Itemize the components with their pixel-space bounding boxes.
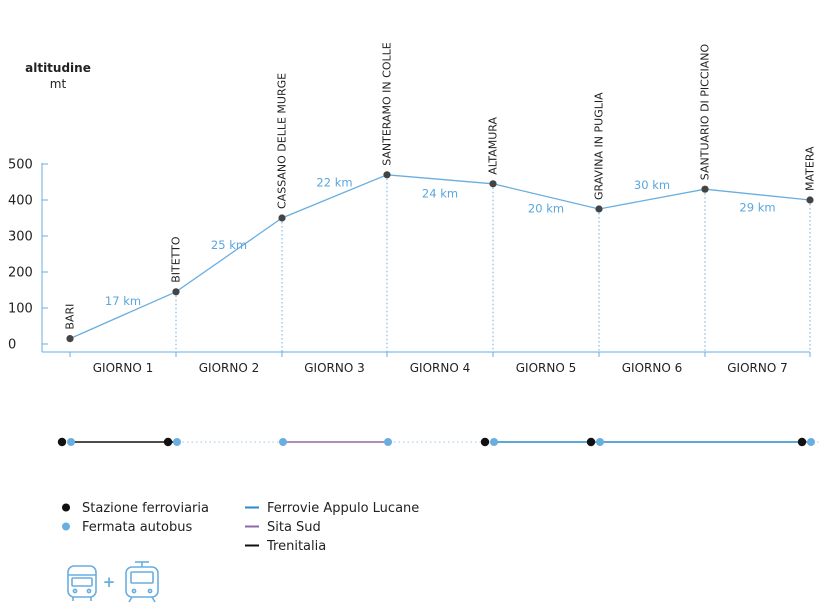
transport-icons: +	[67, 561, 159, 603]
bus-stop-dot	[279, 438, 287, 446]
y-tick-label: 100	[8, 302, 33, 317]
train-icon	[125, 561, 159, 603]
town-label: CASSANO DELLE MURGE	[276, 73, 289, 209]
bus-stop-dot	[67, 438, 75, 446]
y-tick-label: 300	[8, 230, 33, 245]
distance-label: 25 km	[211, 238, 247, 252]
distance-label: 30 km	[634, 178, 670, 192]
day-label: GIORNO 7	[727, 361, 788, 375]
y-axis-title: altitudine	[25, 61, 91, 75]
elevation-point	[595, 205, 603, 213]
distance-label: 22 km	[316, 175, 352, 189]
distance-label: 17 km	[105, 294, 141, 308]
day-label: GIORNO 6	[622, 361, 683, 375]
elevation-point	[66, 335, 74, 343]
day-axis: GIORNO 1 GIORNO 2 GIORNO 3 GIORNO 4 GIORNO 5…	[42, 351, 811, 375]
town-label: MATERA	[804, 146, 817, 191]
train-station-dot	[163, 437, 173, 447]
transport-strip	[57, 437, 820, 447]
bus-stop-dot	[173, 438, 181, 446]
train-station-dot	[586, 437, 596, 447]
y-tick-label: 200	[8, 266, 33, 281]
legend-marker-dot	[62, 503, 70, 512]
day-label: GIORNO 1	[93, 361, 154, 375]
legend-label: Fermata autobus	[82, 520, 192, 535]
train-station-dot	[797, 437, 807, 447]
legend-label: Ferrovie Appulo Lucane	[267, 501, 419, 516]
y-axis: 0 100 200 300 400 500	[8, 158, 48, 353]
train-station-dot	[57, 437, 67, 447]
legend: Stazione ferroviaria Fermata autobus Ferro…	[62, 501, 419, 554]
elevation-point	[172, 288, 180, 296]
legend-label: Trenitalia	[266, 539, 326, 554]
day-label: GIORNO 5	[516, 361, 577, 375]
town-label: ALTAMURA	[487, 117, 500, 175]
train-station-dot	[480, 437, 490, 447]
plus-sign: +	[103, 573, 116, 591]
town-label: SANTUARIO DI PICCIANO	[699, 43, 712, 180]
bus-stop-dot	[596, 438, 604, 446]
elevation-point	[806, 196, 814, 204]
town-label: SANTERAMO IN COLLE	[381, 42, 394, 166]
legend-marker-dot	[62, 522, 70, 531]
town-label: BITETTO	[170, 236, 183, 283]
bus-stop-dot	[384, 438, 392, 446]
distance-label: 24 km	[422, 186, 458, 200]
distance-labels: 17 km 25 km 22 km 24 km 20 km 30 km 29 km	[105, 175, 776, 308]
elevation-points	[66, 171, 814, 343]
y-tick-label: 500	[8, 158, 33, 173]
day-label: GIORNO 4	[410, 361, 471, 375]
y-tick-label: 0	[8, 338, 16, 353]
town-label: BARI	[64, 304, 77, 330]
bus-stop-dot	[490, 438, 498, 446]
day-label: GIORNO 3	[304, 361, 365, 375]
elevation-line	[69, 174, 811, 340]
bus-icon	[67, 565, 97, 601]
legend-label: Sita Sud	[267, 520, 321, 535]
distance-label: 20 km	[528, 201, 564, 215]
vertical-guides	[175, 174, 811, 352]
elevation-series-line	[69, 174, 811, 340]
distance-label: 29 km	[739, 201, 775, 215]
town-label: GRAVINA IN PUGLIA	[593, 92, 606, 200]
elevation-point	[701, 185, 709, 193]
legend-label: Stazione ferroviaria	[82, 501, 209, 516]
elevation-point	[489, 180, 497, 188]
y-axis-unit: mt	[50, 77, 67, 91]
y-tick-label: 400	[8, 194, 33, 209]
elevation-point	[278, 214, 286, 222]
town-labels: BARI BITETTO CASSANO DELLE MURGE SANTERAMO …	[64, 42, 817, 329]
elevation-point	[383, 171, 391, 179]
day-label: GIORNO 2	[199, 361, 260, 375]
bus-stop-dot	[807, 438, 815, 446]
